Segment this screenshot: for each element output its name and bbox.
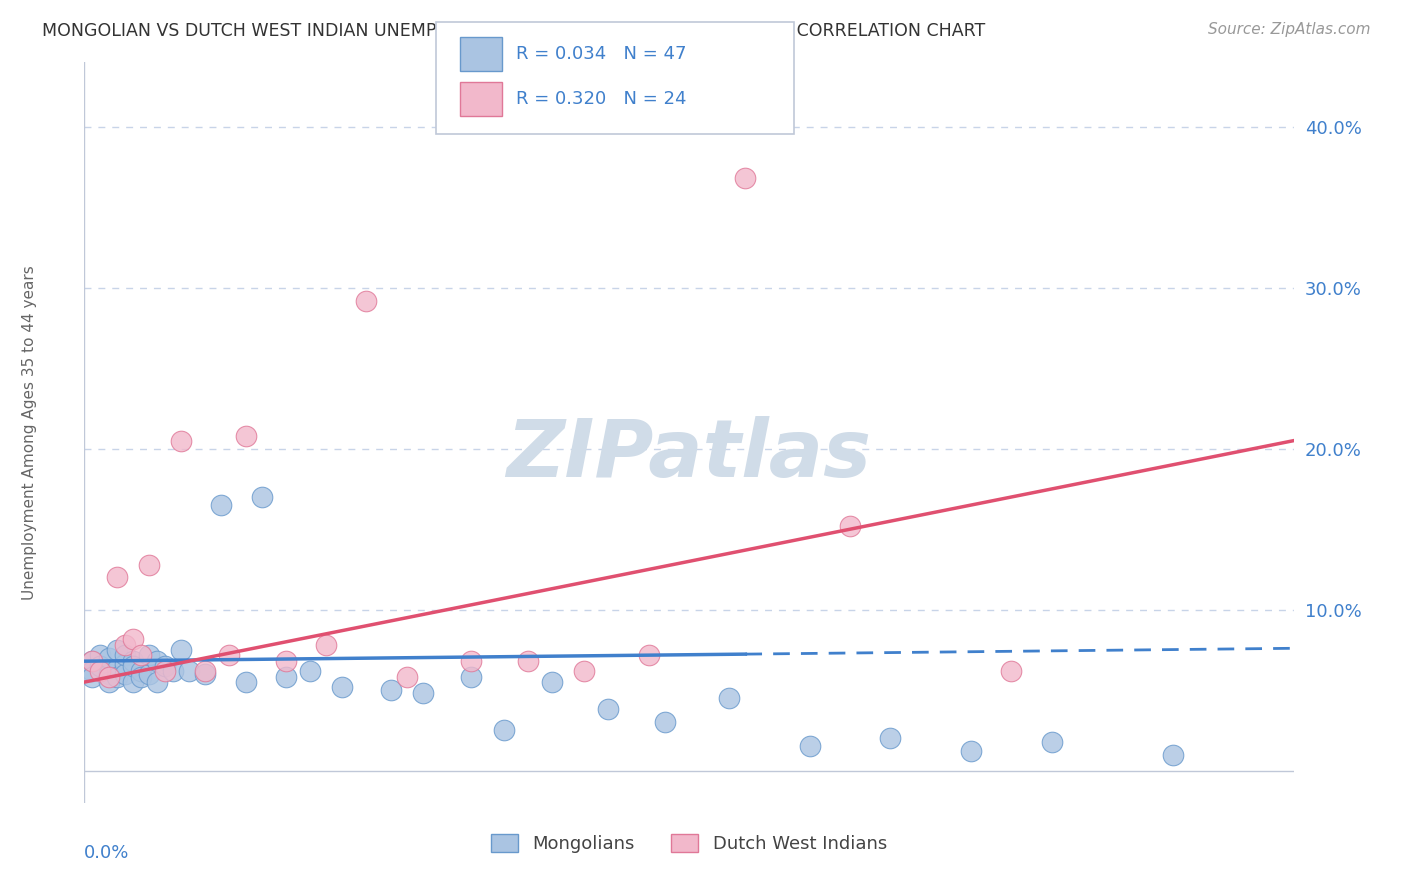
Point bbox=[146, 675, 169, 690]
Point bbox=[162, 664, 184, 678]
Point bbox=[105, 662, 128, 676]
Text: Source: ZipAtlas.com: Source: ZipAtlas.com bbox=[1208, 22, 1371, 37]
Point bbox=[170, 643, 193, 657]
Text: ZIPatlas: ZIPatlas bbox=[506, 416, 872, 494]
Point bbox=[299, 664, 322, 678]
Point bbox=[89, 648, 111, 662]
Point bbox=[330, 680, 353, 694]
Point bbox=[121, 659, 143, 673]
Point bbox=[235, 675, 257, 690]
Point bbox=[637, 648, 659, 662]
Point bbox=[105, 670, 128, 684]
Legend: Mongolians, Dutch West Indians: Mongolians, Dutch West Indians bbox=[484, 827, 894, 861]
Point bbox=[97, 667, 120, 681]
Point bbox=[121, 654, 143, 668]
Point bbox=[516, 654, 538, 668]
Point bbox=[97, 670, 120, 684]
Point bbox=[121, 632, 143, 646]
Point bbox=[138, 667, 160, 681]
Point bbox=[235, 429, 257, 443]
Point bbox=[734, 171, 756, 186]
Point bbox=[82, 664, 104, 678]
Point bbox=[1040, 734, 1063, 748]
Point bbox=[179, 664, 201, 678]
Point bbox=[598, 702, 620, 716]
Point bbox=[105, 570, 128, 584]
Point bbox=[82, 670, 104, 684]
Point bbox=[97, 675, 120, 690]
Point bbox=[105, 643, 128, 657]
Point bbox=[395, 670, 418, 684]
Point bbox=[274, 654, 297, 668]
Point bbox=[170, 434, 193, 448]
Point bbox=[460, 654, 482, 668]
Point bbox=[82, 654, 104, 668]
Point bbox=[194, 664, 217, 678]
Text: R = 0.320   N = 24: R = 0.320 N = 24 bbox=[516, 90, 686, 108]
Point bbox=[460, 670, 482, 684]
Point bbox=[89, 659, 111, 673]
Point bbox=[89, 664, 111, 678]
Point bbox=[1000, 664, 1022, 678]
Point bbox=[274, 670, 297, 684]
Point bbox=[82, 654, 104, 668]
Point bbox=[121, 675, 143, 690]
Point bbox=[129, 648, 152, 662]
Point bbox=[114, 648, 136, 662]
Point bbox=[960, 744, 983, 758]
Point bbox=[250, 490, 273, 504]
Point bbox=[572, 664, 595, 678]
Point bbox=[146, 654, 169, 668]
Point bbox=[114, 667, 136, 681]
Point bbox=[654, 715, 676, 730]
Point bbox=[380, 683, 402, 698]
Point bbox=[129, 664, 152, 678]
Point bbox=[114, 638, 136, 652]
Point bbox=[839, 519, 862, 533]
Point bbox=[412, 686, 434, 700]
Point bbox=[97, 651, 120, 665]
Point bbox=[879, 731, 901, 746]
Point bbox=[138, 558, 160, 572]
Text: 0.0%: 0.0% bbox=[84, 844, 129, 862]
Point bbox=[209, 498, 232, 512]
Point bbox=[541, 675, 564, 690]
Point bbox=[114, 657, 136, 672]
Point bbox=[1161, 747, 1184, 762]
Text: R = 0.034   N = 47: R = 0.034 N = 47 bbox=[516, 45, 686, 63]
Point bbox=[194, 667, 217, 681]
Point bbox=[492, 723, 515, 738]
Point bbox=[799, 739, 821, 754]
Point bbox=[153, 659, 176, 673]
Point bbox=[138, 648, 160, 662]
Point bbox=[218, 648, 240, 662]
Point bbox=[129, 670, 152, 684]
Point bbox=[356, 293, 378, 308]
Text: Unemployment Among Ages 35 to 44 years: Unemployment Among Ages 35 to 44 years bbox=[22, 265, 38, 600]
Point bbox=[718, 691, 741, 706]
Point bbox=[315, 638, 337, 652]
Text: MONGOLIAN VS DUTCH WEST INDIAN UNEMPLOYMENT AMONG AGES 35 TO 44 YEARS CORRELATIO: MONGOLIAN VS DUTCH WEST INDIAN UNEMPLOYM… bbox=[42, 22, 986, 40]
Point bbox=[153, 664, 176, 678]
